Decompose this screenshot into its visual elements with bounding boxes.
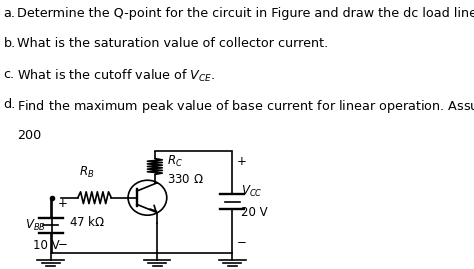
Text: What is the cutoff value of $V_{CE}$.: What is the cutoff value of $V_{CE}$. (17, 68, 216, 84)
Text: +: + (58, 197, 68, 210)
Text: What is the saturation value of collector current.: What is the saturation value of collecto… (17, 37, 328, 50)
Text: $R_B$: $R_B$ (80, 165, 95, 180)
Text: Determine the Q-point for the circuit in Figure and draw the dc load line.: Determine the Q-point for the circuit in… (17, 7, 474, 20)
Text: +: + (237, 155, 246, 168)
Text: 20 V: 20 V (241, 206, 268, 219)
Text: −: − (237, 236, 246, 249)
Text: a.: a. (4, 7, 16, 20)
Text: 200: 200 (17, 129, 42, 142)
Text: d.: d. (4, 98, 16, 111)
Text: −: − (58, 238, 68, 251)
Text: $R_C$: $R_C$ (167, 154, 182, 169)
Text: 47 k$\Omega$: 47 k$\Omega$ (69, 215, 105, 229)
Text: b.: b. (4, 37, 16, 50)
Text: $V_{CC}$: $V_{CC}$ (241, 183, 263, 199)
Text: 330 $\Omega$: 330 $\Omega$ (167, 174, 203, 186)
Text: $V_{BB}$: $V_{BB}$ (25, 218, 46, 233)
Text: c.: c. (4, 68, 15, 81)
Text: Find the maximum peak value of base current for linear operation. Assume $\beta_: Find the maximum peak value of base curr… (17, 98, 474, 115)
Text: 10 V: 10 V (33, 239, 59, 252)
